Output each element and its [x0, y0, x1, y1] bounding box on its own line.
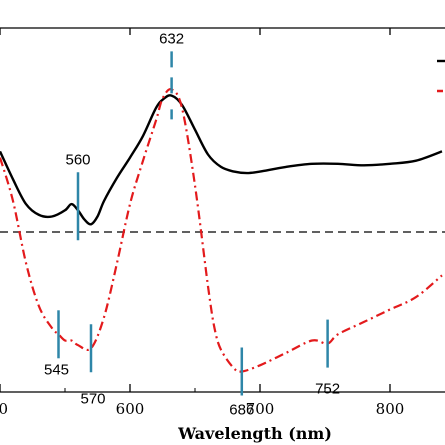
series-line-2 [0, 88, 443, 373]
x-tick-label-800: 800 [376, 400, 405, 418]
peak-label-752: 752 [315, 381, 340, 398]
x-tick-label-700: 700 [246, 400, 275, 418]
x-axis-title: Wavelength (nm) [177, 424, 332, 443]
peak-labels: 632 560 545 570 686 752 [44, 30, 340, 418]
peak-markers [57, 51, 329, 396]
peak-label-570: 570 [80, 390, 105, 407]
plot-frame [0, 27, 445, 393]
peak-label-545: 545 [44, 361, 69, 378]
peak-label-686: 686 [229, 402, 254, 419]
x-tick-label-600: 600 [116, 400, 145, 418]
peak-label-560: 560 [65, 151, 90, 168]
series-layer [0, 88, 443, 373]
x-axis-ticks: 500 600 700 800 [0, 28, 404, 418]
x-tick-label-500: 500 [0, 400, 8, 418]
legend [437, 59, 445, 93]
peak-label-632: 632 [159, 30, 184, 47]
